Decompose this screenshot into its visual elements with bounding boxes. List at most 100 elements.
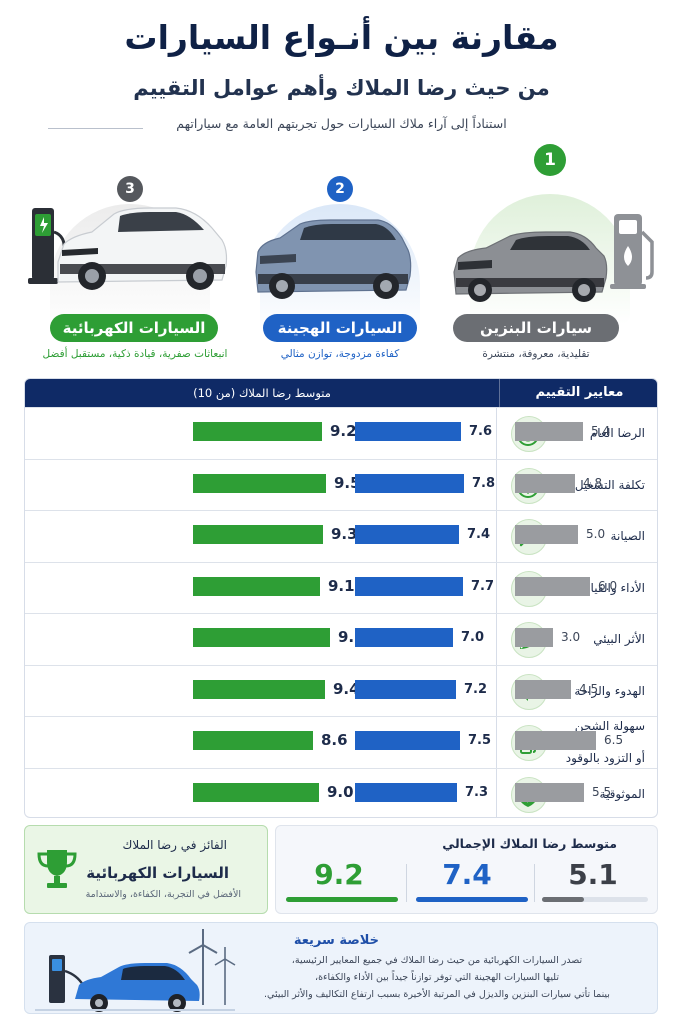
page-title: مقارنة بين أنـواع السيارات <box>124 18 559 57</box>
bar <box>193 782 319 802</box>
bar-value-label: 7.5 <box>468 733 492 748</box>
bar <box>355 628 453 647</box>
trophy-icon <box>37 850 77 888</box>
criteria-label: الرضا العام <box>589 426 645 441</box>
criteria-label: تكلفة التشغيل <box>574 477 645 492</box>
bar <box>515 525 578 544</box>
bar <box>193 422 322 441</box>
page-subtitle: من حيث رضا الملاك وأهم عوامل التقييم <box>133 76 550 100</box>
bar <box>355 782 457 802</box>
bar <box>355 679 456 699</box>
rank-badge: 1 <box>534 144 566 176</box>
bar <box>193 525 323 544</box>
bar <box>515 679 571 699</box>
bar <box>515 628 553 647</box>
table-row: الأداء والقيادة 9.1 7.7 6.0 <box>25 561 657 614</box>
criteria-label: الأداء والقيادة <box>578 580 645 595</box>
bar-value-label: 7.0 <box>461 630 485 645</box>
bar <box>355 422 461 441</box>
car-name-gas: سيارات البنزين والديزل <box>453 314 619 365</box>
criteria-label: الهدوء والراحة <box>574 683 645 698</box>
overall-fill <box>416 897 528 902</box>
table-row: الموثوقية 9.0 7.3 5.5 <box>25 767 657 818</box>
rank-badge: 3 <box>117 176 143 202</box>
table-row: الرضا العام 9.2 7.6 5.4 <box>25 407 657 459</box>
bar <box>193 576 320 596</box>
bar-value-label: 7.2 <box>464 681 488 697</box>
summary-card: خلاصة سريعة تصدر السيارات الكهربائية من … <box>24 922 658 1014</box>
bar <box>515 782 584 802</box>
criteria-label: الموثوقية <box>599 786 645 801</box>
summary-title: خلاصة سريعة <box>293 933 379 948</box>
table-header: معايير التقييم متوسط رضا الملاك (من 10) <box>25 379 657 407</box>
bar <box>355 473 464 493</box>
bar <box>355 576 463 596</box>
average-header: متوسط رضا الملاك (من 10) <box>193 386 331 400</box>
bar <box>515 576 590 596</box>
bar-value-label: 7.3 <box>465 784 489 800</box>
winner-kicker: الفائز في رضا الملاك <box>122 838 227 852</box>
car-tagline-gas: تقليدية، معروفة، منتشرة <box>482 348 590 360</box>
table-row: سهولة الشحن أو التزود بالوقود 8.6 7.5 6.5 <box>25 716 657 768</box>
bar-value-label: 7.8 <box>472 475 496 491</box>
bar-value-label: 9.5 <box>334 473 361 492</box>
electric-car-icon <box>28 207 654 302</box>
car-name-electric: السيارات الكهربائية <box>50 314 218 342</box>
divider <box>48 128 143 129</box>
bar <box>515 422 583 441</box>
bar <box>515 473 575 493</box>
bar <box>193 473 326 493</box>
criteria-label: سهولة الشحن أو التزود بالوقود <box>565 718 645 766</box>
criteria-label: الصيانة <box>610 529 645 544</box>
hybrid-car-icon <box>255 219 412 299</box>
overall-score-electric: 9.2 <box>314 858 364 891</box>
summary-line: تليها السيارات الهجينة التي توفر توازناً… <box>315 972 559 983</box>
table-row: الأثر البيئي 9.8 7.0 3.0 <box>25 613 657 665</box>
bar-value-label: 5.4 <box>591 424 611 438</box>
winner-name: السيارات الكهربائية <box>86 864 229 882</box>
overall-score-hybrid: 7.4 <box>442 858 492 891</box>
bar-value-label: 5.5 <box>592 784 612 799</box>
ev-charging-illustration <box>35 929 236 1012</box>
bar-value-label: 7.7 <box>471 578 495 594</box>
overall-fill <box>542 897 584 902</box>
rank-badge: 2 <box>327 176 353 202</box>
bar-value-label: 9.1 <box>328 576 355 595</box>
criteria-label: الأثر البيئي <box>593 632 645 647</box>
bar <box>515 731 596 750</box>
bar <box>193 731 313 750</box>
bar-value-label: 3.0 <box>561 630 581 644</box>
table-row: الهدوء والراحة 9.4 7.2 4.5 <box>25 664 657 717</box>
bar-value-label: 9.2 <box>330 422 357 440</box>
bar-value-label: 6.0 <box>598 578 618 593</box>
summary-line: بينما تأتي سيارات البنزين والديزل في الم… <box>264 989 610 1000</box>
bar-value-label: 5.0 <box>586 527 606 541</box>
bar-value-label: 7.4 <box>467 527 491 542</box>
winner-note: الأفضل في التجربة، الكفاءة، والاستدامة <box>85 889 241 900</box>
bar-value-label: 8.6 <box>321 731 348 749</box>
overall-average-card: متوسط رضا الملاك الإجمالي 9.2 7.4 5.1 <box>275 825 658 914</box>
fuel-pump-icon <box>610 214 654 289</box>
bar <box>355 731 460 750</box>
bar-value-label: 7.6 <box>469 424 493 439</box>
overall-fill <box>286 897 398 902</box>
overall-title: متوسط رضا الملاك الإجمالي <box>442 836 617 851</box>
bar <box>193 628 330 647</box>
ev-charger-icon <box>28 208 66 284</box>
table-row: تكلفة التشغيل$9.57.84.8 <box>25 458 657 511</box>
bar-value-label: 4.5 <box>579 681 599 696</box>
bar-value-label: 6.5 <box>604 733 624 747</box>
overall-score-gas: 5.1 <box>568 858 618 891</box>
summary-line: تصدر السيارات الكهربائية من حيث رضا المل… <box>291 955 583 966</box>
car-tagline-hybrid: كفاءة مزدوجة، توازن مثالي <box>280 348 400 360</box>
overall-track <box>542 897 648 902</box>
intro-text: استناداً إلى آراء ملاك السيارات حول تجرب… <box>176 116 507 131</box>
bar-value-label: 9.4 <box>333 679 360 698</box>
ratings-table: معايير التقييم متوسط رضا الملاك (من 10) … <box>24 378 658 818</box>
bar <box>193 679 325 699</box>
winner-card: الفائز في رضا الملاك السيارات الكهربائية… <box>24 825 268 914</box>
bar-value-label: 4.8 <box>583 475 603 490</box>
bar-value-label: 9.3 <box>331 525 358 543</box>
bar <box>355 525 459 544</box>
car-tagline-electric: انبعاثات صفرية، قيادة ذكية، مستقبل أفضل <box>42 348 228 360</box>
